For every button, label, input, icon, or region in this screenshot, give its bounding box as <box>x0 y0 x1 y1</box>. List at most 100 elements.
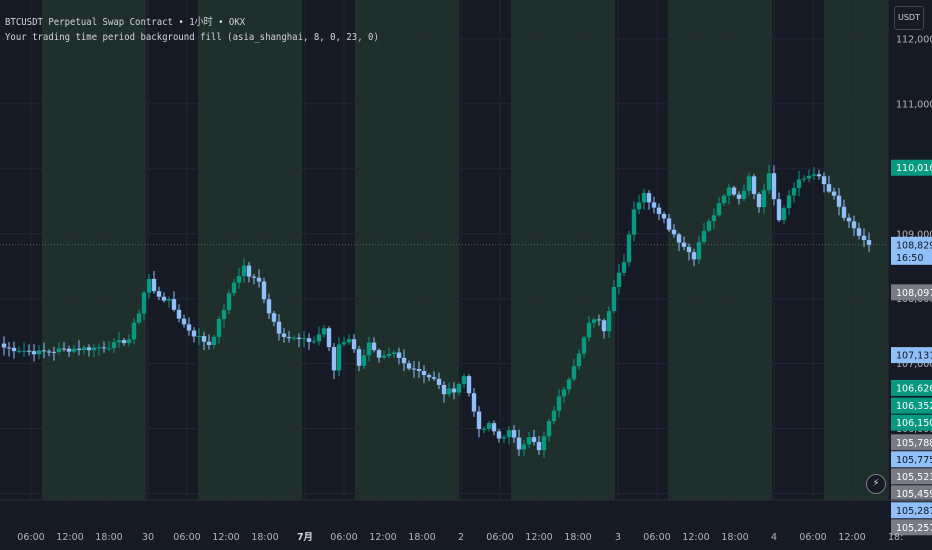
candle <box>551 406 557 425</box>
candle-body <box>306 338 312 342</box>
candle-body <box>661 213 667 219</box>
candle-body <box>366 342 372 356</box>
candle <box>796 170 802 197</box>
session-background-fill <box>824 0 888 500</box>
candle <box>736 191 742 205</box>
candle <box>66 345 72 358</box>
candle-body <box>766 173 772 191</box>
session-background-fill <box>511 0 615 500</box>
countdown-label-text: 16:50 <box>896 253 923 264</box>
candle-body <box>761 190 767 208</box>
candle <box>521 440 527 457</box>
price-axis-label: 106,150.9 <box>891 414 932 431</box>
candle-body <box>776 199 782 221</box>
candle <box>556 389 562 418</box>
candle-body <box>466 376 472 394</box>
candle-body <box>636 202 642 210</box>
candle <box>286 331 292 343</box>
candle-body <box>146 278 152 293</box>
candle <box>846 213 852 228</box>
candle <box>491 420 497 436</box>
price-axis-label: 106,352.8 <box>891 397 932 414</box>
price-axis-label: 105,523.9 <box>891 468 932 485</box>
price-axis-label: 110,016.9 <box>891 159 932 176</box>
candle-body <box>731 187 737 195</box>
candle <box>666 214 672 232</box>
candle-body <box>726 187 732 196</box>
candle <box>831 187 837 200</box>
candle-body <box>26 350 32 352</box>
candle-body <box>741 190 747 199</box>
candle-body <box>526 437 532 445</box>
time-axis-tick-label: 06:00 <box>17 532 44 543</box>
candle-body <box>441 384 447 395</box>
candle-body <box>406 363 412 369</box>
candle <box>291 335 297 341</box>
candle <box>631 201 637 242</box>
candle <box>116 332 122 348</box>
candle-body <box>16 351 22 353</box>
candle <box>621 254 627 277</box>
candle <box>821 172 827 193</box>
candle-body <box>331 347 337 371</box>
price-axis-label-text: 105,459.2 <box>896 489 932 500</box>
candle <box>476 406 482 438</box>
candle <box>356 345 362 372</box>
candle <box>346 334 352 346</box>
session-background-fill <box>42 0 146 500</box>
candle <box>41 342 47 359</box>
candle <box>856 222 862 240</box>
candle <box>851 215 857 236</box>
candle <box>136 309 142 325</box>
price-axis-label-bg <box>891 468 932 485</box>
candle <box>176 304 182 323</box>
candle-body <box>176 309 182 319</box>
price-axis-label: 105,257.6 <box>891 519 932 536</box>
candle <box>776 192 782 222</box>
candle-body <box>691 252 697 260</box>
price-axis-label-bg <box>891 502 932 519</box>
candle <box>561 386 567 404</box>
time-axis-tick-label: 30 <box>142 532 154 543</box>
price-axis-label-bg <box>891 347 932 364</box>
candle-body <box>161 296 167 301</box>
candle-body <box>376 350 382 358</box>
chart-legend-indicator[interactable]: Your trading time period background fill… <box>5 32 379 43</box>
candle <box>246 262 252 283</box>
time-axis-tick-label: 12:00 <box>56 532 83 543</box>
candle <box>121 337 127 346</box>
lightning-icon[interactable]: ⚡ <box>866 474 886 494</box>
candles <box>1 164 872 458</box>
candle <box>91 344 97 358</box>
candle <box>56 342 62 355</box>
currency-button[interactable]: USDT <box>894 6 924 30</box>
candle <box>126 334 132 347</box>
candle <box>571 359 577 382</box>
candle <box>546 418 552 442</box>
candle-body <box>716 203 722 216</box>
candle-body <box>206 341 212 346</box>
candle-body <box>596 319 602 321</box>
time-axis-tick-label: 18:00 <box>721 532 748 543</box>
candle-body <box>446 388 452 395</box>
price-axis-label-text: 105,257.6 <box>896 523 932 534</box>
candle-body <box>496 431 502 439</box>
candle <box>661 211 667 224</box>
candle-body <box>81 347 87 351</box>
time-axis-tick-label: 12:00 <box>212 532 239 543</box>
candle-body <box>241 265 247 276</box>
candle-body <box>456 383 462 393</box>
time-axis-tick-label: 18: <box>888 532 903 543</box>
candle <box>171 291 177 312</box>
candle-body <box>86 347 92 351</box>
candle <box>746 172 752 196</box>
price-axis-label-bg <box>891 284 932 301</box>
price-axis-label: 105,287.6 <box>891 502 932 519</box>
candle <box>161 292 167 303</box>
candle-body <box>426 375 432 378</box>
candle-body <box>826 184 832 192</box>
candle <box>111 338 117 353</box>
candle-body <box>301 338 307 340</box>
candle <box>466 374 472 397</box>
